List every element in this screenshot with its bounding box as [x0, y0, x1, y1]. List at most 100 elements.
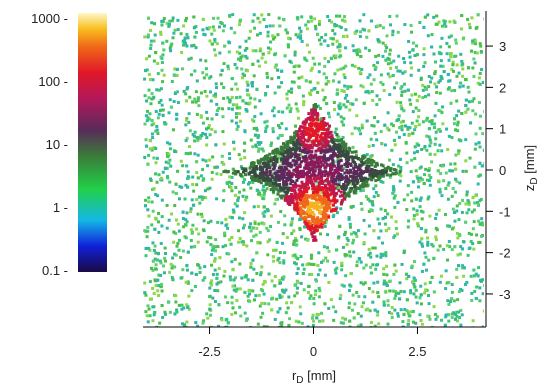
heatmap-point	[208, 286, 212, 290]
heatmap-point	[196, 96, 200, 100]
heatmap-point	[354, 98, 358, 102]
heatmap-point	[381, 54, 385, 58]
heatmap-point	[349, 232, 353, 236]
heatmap-point	[255, 87, 259, 91]
heatmap-point	[253, 97, 257, 101]
heatmap-point	[310, 174, 314, 178]
heatmap-point	[337, 171, 341, 175]
heatmap-point	[297, 153, 301, 157]
heatmap-point	[450, 315, 454, 319]
heatmap-point	[406, 322, 410, 326]
heatmap-point	[438, 143, 442, 147]
heatmap-point	[150, 119, 154, 123]
heatmap-point	[277, 256, 281, 260]
heatmap-point	[315, 156, 319, 160]
heatmap-point	[285, 31, 289, 35]
heatmap-point	[392, 196, 396, 200]
heatmap-point	[307, 215, 311, 219]
heatmap-point	[385, 273, 389, 277]
heatmap-point	[445, 127, 449, 131]
heatmap-point	[288, 161, 292, 165]
heatmap-point	[307, 136, 311, 140]
heatmap-point	[304, 154, 308, 158]
heatmap-point	[277, 76, 281, 80]
heatmap-point	[440, 75, 444, 79]
heatmap-point	[415, 44, 419, 48]
heatmap-point	[339, 293, 343, 297]
heatmap-point	[293, 50, 297, 54]
heatmap-point	[402, 198, 406, 202]
heatmap-point	[268, 24, 272, 28]
heatmap-point	[354, 156, 358, 160]
heatmap-point	[221, 130, 225, 134]
heatmap-point	[280, 69, 284, 73]
heatmap-point	[401, 71, 405, 75]
heatmap-point	[222, 24, 226, 28]
heatmap-point	[311, 313, 315, 317]
heatmap-point	[287, 103, 291, 107]
heatmap-point	[162, 16, 166, 20]
heatmap-point	[238, 237, 242, 241]
heatmap-point	[438, 244, 442, 248]
heatmap-point	[267, 165, 271, 169]
heatmap-point	[388, 93, 392, 97]
heatmap-point	[464, 159, 468, 163]
heatmap-point	[315, 316, 319, 320]
heatmap-point	[369, 82, 373, 86]
heatmap-point	[303, 56, 307, 60]
heatmap-point	[364, 263, 368, 267]
heatmap-point	[370, 163, 374, 167]
heatmap-point	[231, 167, 235, 171]
heatmap-point	[344, 184, 348, 188]
heatmap-point	[327, 280, 331, 284]
heatmap-point	[474, 112, 478, 116]
heatmap-point	[247, 36, 251, 40]
heatmap-point	[306, 164, 310, 168]
heatmap-point	[433, 114, 437, 118]
heatmap-point	[295, 154, 299, 158]
heatmap-point	[317, 124, 321, 128]
heatmap-point	[309, 16, 313, 20]
heatmap-point	[341, 18, 345, 22]
heatmap-point	[219, 172, 223, 176]
heatmap-point	[447, 79, 451, 83]
heatmap-point	[256, 322, 260, 326]
heatmap-point	[452, 122, 456, 126]
heatmap-point	[304, 120, 308, 124]
heatmap-point	[302, 202, 306, 206]
heatmap-point	[362, 241, 366, 245]
heatmap-point	[149, 46, 153, 50]
heatmap-point	[306, 139, 310, 143]
heatmap-point	[199, 134, 203, 138]
heatmap-point	[194, 100, 198, 104]
heatmap-point	[434, 101, 438, 105]
heatmap-point	[467, 66, 471, 70]
heatmap-point	[143, 77, 147, 81]
heatmap-point	[433, 82, 437, 86]
heatmap-point	[327, 306, 331, 310]
heatmap-point	[284, 288, 288, 292]
heatmap-point	[287, 89, 291, 93]
heatmap-point	[373, 131, 377, 135]
heatmap-point	[239, 165, 243, 169]
heatmap-point	[256, 16, 260, 20]
heatmap-point	[213, 92, 217, 96]
heatmap-point	[333, 192, 337, 196]
heatmap-point	[150, 223, 154, 227]
heatmap-point	[306, 20, 310, 24]
heatmap-point	[313, 177, 317, 181]
heatmap-point	[147, 16, 151, 20]
heatmap-point	[254, 126, 258, 130]
heatmap-point	[316, 201, 320, 205]
heatmap-point	[268, 179, 272, 183]
heatmap-point	[206, 164, 210, 168]
heatmap-point	[464, 282, 468, 286]
heatmap-point	[350, 150, 354, 154]
heatmap-point	[166, 300, 170, 304]
heatmap-point	[324, 82, 328, 86]
heatmap-point	[334, 127, 338, 131]
heatmap-point	[233, 202, 237, 206]
heatmap-point	[366, 76, 370, 80]
heatmap-point	[341, 193, 345, 197]
heatmap-point	[148, 112, 152, 116]
